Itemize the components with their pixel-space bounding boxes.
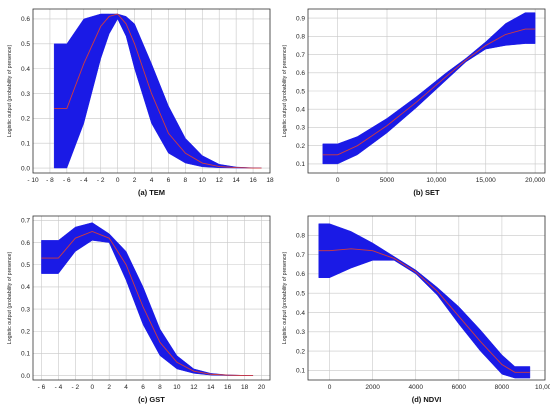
x-tick-label: 10 [199, 177, 207, 184]
x-tick-label: 4000 [408, 384, 423, 391]
chart-panel-b: 0 5000 10,000 15,000 20,000 0.1 0.2 0.3 0.4 0.5 0.… [275, 0, 550, 207]
y-tick-label: 0.6 [21, 240, 30, 247]
chart-c: - 6 - 4 - 2 0 2 4 6 8 10 12 14 16 18 20 0.0 0.1 0.2 0.3 0.… [7, 215, 271, 404]
y-tick-label: 0.5 [296, 88, 305, 95]
x-tick-label: 10 [173, 384, 181, 391]
y-tick-label: 0.4 [21, 66, 30, 73]
mean-response-line [41, 231, 254, 377]
plot-frame [307, 215, 546, 381]
x-tick-label: 14 [233, 177, 241, 184]
y-tick-label: 0.1 [296, 368, 305, 375]
x-tick-label: 0 [336, 177, 340, 184]
chart-a: - 10 - 8 - 6 - 4 - 2 0 2 4 6 8 10 12 14 16 18 0.0 0.1 0.2… [7, 8, 274, 197]
confidence-band [322, 12, 536, 165]
chart-b: 0 5000 10,000 15,000 20,000 0.1 0.2 0.3 0.4 0.5 0.… [282, 8, 546, 197]
y-axis-label: Logistic output (probability of presence… [7, 252, 13, 345]
x-tick-label: 4 [150, 177, 154, 184]
y-tick-label: 0.2 [296, 348, 305, 355]
y-tick-label: 0.4 [296, 107, 305, 114]
y-tick-label: 0.9 [296, 15, 305, 22]
y-axis-label: Logistic output (probability of presence… [7, 45, 13, 138]
y-tick-label: 0.7 [296, 252, 305, 259]
y-tick-label: 0.8 [296, 34, 305, 41]
y-tick-label: 0.3 [296, 329, 305, 336]
x-tick-label: 8 [184, 177, 188, 184]
x-tick-label: 20 [258, 384, 266, 391]
chart-panel-a: - 10 - 8 - 6 - 4 - 2 0 2 4 6 8 10 12 14 16 18 0.0 0.1 0.2… [0, 0, 275, 207]
x-tick-label: - 8 [46, 177, 54, 184]
x-tick-label: 5000 [380, 177, 395, 184]
chart-caption: (d) NDVI [412, 395, 442, 404]
x-tick-label: 8000 [495, 384, 510, 391]
y-tick-label: 0.1 [21, 351, 30, 358]
y-tick-label: 0.6 [296, 271, 305, 278]
chart-panel-d: 0 2000 4000 6000 8000 10,000 0.1 0.2 0.3 0.4 0.5 0.… [275, 207, 550, 414]
x-tick-label: 18 [241, 384, 249, 391]
mean-response-line [318, 248, 530, 373]
x-tick-label: 12 [190, 384, 198, 391]
x-tick-label: 10,000 [535, 384, 550, 391]
x-tick-label: - 2 [72, 384, 80, 391]
plot-frame [307, 8, 546, 174]
y-tick-label: 0.6 [21, 16, 30, 23]
y-tick-label: 0.1 [21, 140, 30, 147]
chart-caption: (b) SET [413, 188, 440, 197]
y-axis-label: Logistic output (probability of presence… [282, 252, 288, 345]
mean-response-line [54, 13, 262, 169]
y-tick-label: 0.2 [296, 143, 305, 150]
x-tick-label: - 4 [80, 177, 88, 184]
mean-response-line [322, 28, 536, 156]
y-tick-label: 0.4 [21, 284, 30, 291]
x-tick-label: 14 [207, 384, 215, 391]
x-tick-label: 6000 [452, 384, 467, 391]
plot-frame [32, 8, 271, 174]
x-tick-label: 10,000 [426, 177, 446, 184]
y-tick-label: 0.4 [296, 310, 305, 317]
y-tick-label: 0.7 [296, 52, 305, 59]
y-tick-label: 0.3 [21, 306, 30, 313]
x-tick-label: - 6 [63, 177, 71, 184]
plot-frame [32, 215, 271, 381]
x-tick-label: 0 [90, 384, 94, 391]
y-tick-label: 0.5 [21, 262, 30, 269]
x-tick-label: 8 [158, 384, 162, 391]
y-tick-label: 0.6 [296, 70, 305, 77]
chart-caption: (a) TEM [138, 188, 165, 197]
y-axis-label: Logistic output (probability of presence… [282, 45, 288, 138]
x-tick-label: - 10 [27, 177, 39, 184]
x-tick-label: 2000 [365, 384, 380, 391]
confidence-band [318, 223, 531, 379]
x-tick-label: 2 [107, 384, 111, 391]
y-tick-label: 0.5 [21, 41, 30, 48]
x-tick-label: 20,000 [525, 177, 545, 184]
x-tick-label: - 4 [55, 384, 63, 391]
x-tick-label: 4 [124, 384, 128, 391]
x-tick-label: 0 [328, 384, 332, 391]
x-tick-label: 18 [266, 177, 274, 184]
y-tick-label: 0.7 [21, 218, 30, 225]
y-tick-label: 0.0 [21, 165, 30, 172]
x-tick-label: 16 [224, 384, 232, 391]
x-tick-label: 0 [116, 177, 120, 184]
x-tick-label: - 2 [97, 177, 105, 184]
x-tick-label: 16 [249, 177, 257, 184]
x-tick-label: 6 [141, 384, 145, 391]
x-tick-label: 6 [167, 177, 171, 184]
chart-caption: (c) GST [138, 395, 165, 404]
x-tick-label: 12 [216, 177, 224, 184]
y-tick-label: 0.5 [296, 290, 305, 297]
x-tick-label: 2 [133, 177, 137, 184]
y-tick-label: 0.3 [21, 91, 30, 98]
y-tick-label: 0.3 [296, 125, 305, 132]
y-tick-label: 0.2 [21, 329, 30, 336]
y-tick-label: 0.8 [296, 233, 305, 240]
y-tick-label: 0.1 [296, 161, 305, 168]
y-tick-label: 0.2 [21, 116, 30, 123]
x-tick-label: 15,000 [476, 177, 496, 184]
chart-panel-c: - 6 - 4 - 2 0 2 4 6 8 10 12 14 16 18 20 0.0 0.1 0.2 0.3 0.… [0, 207, 275, 414]
x-tick-label: - 6 [38, 384, 46, 391]
chart-d: 0 2000 4000 6000 8000 10,000 0.1 0.2 0.3 0.4 0.5 0.… [282, 215, 550, 404]
y-tick-label: 0.0 [21, 373, 30, 380]
